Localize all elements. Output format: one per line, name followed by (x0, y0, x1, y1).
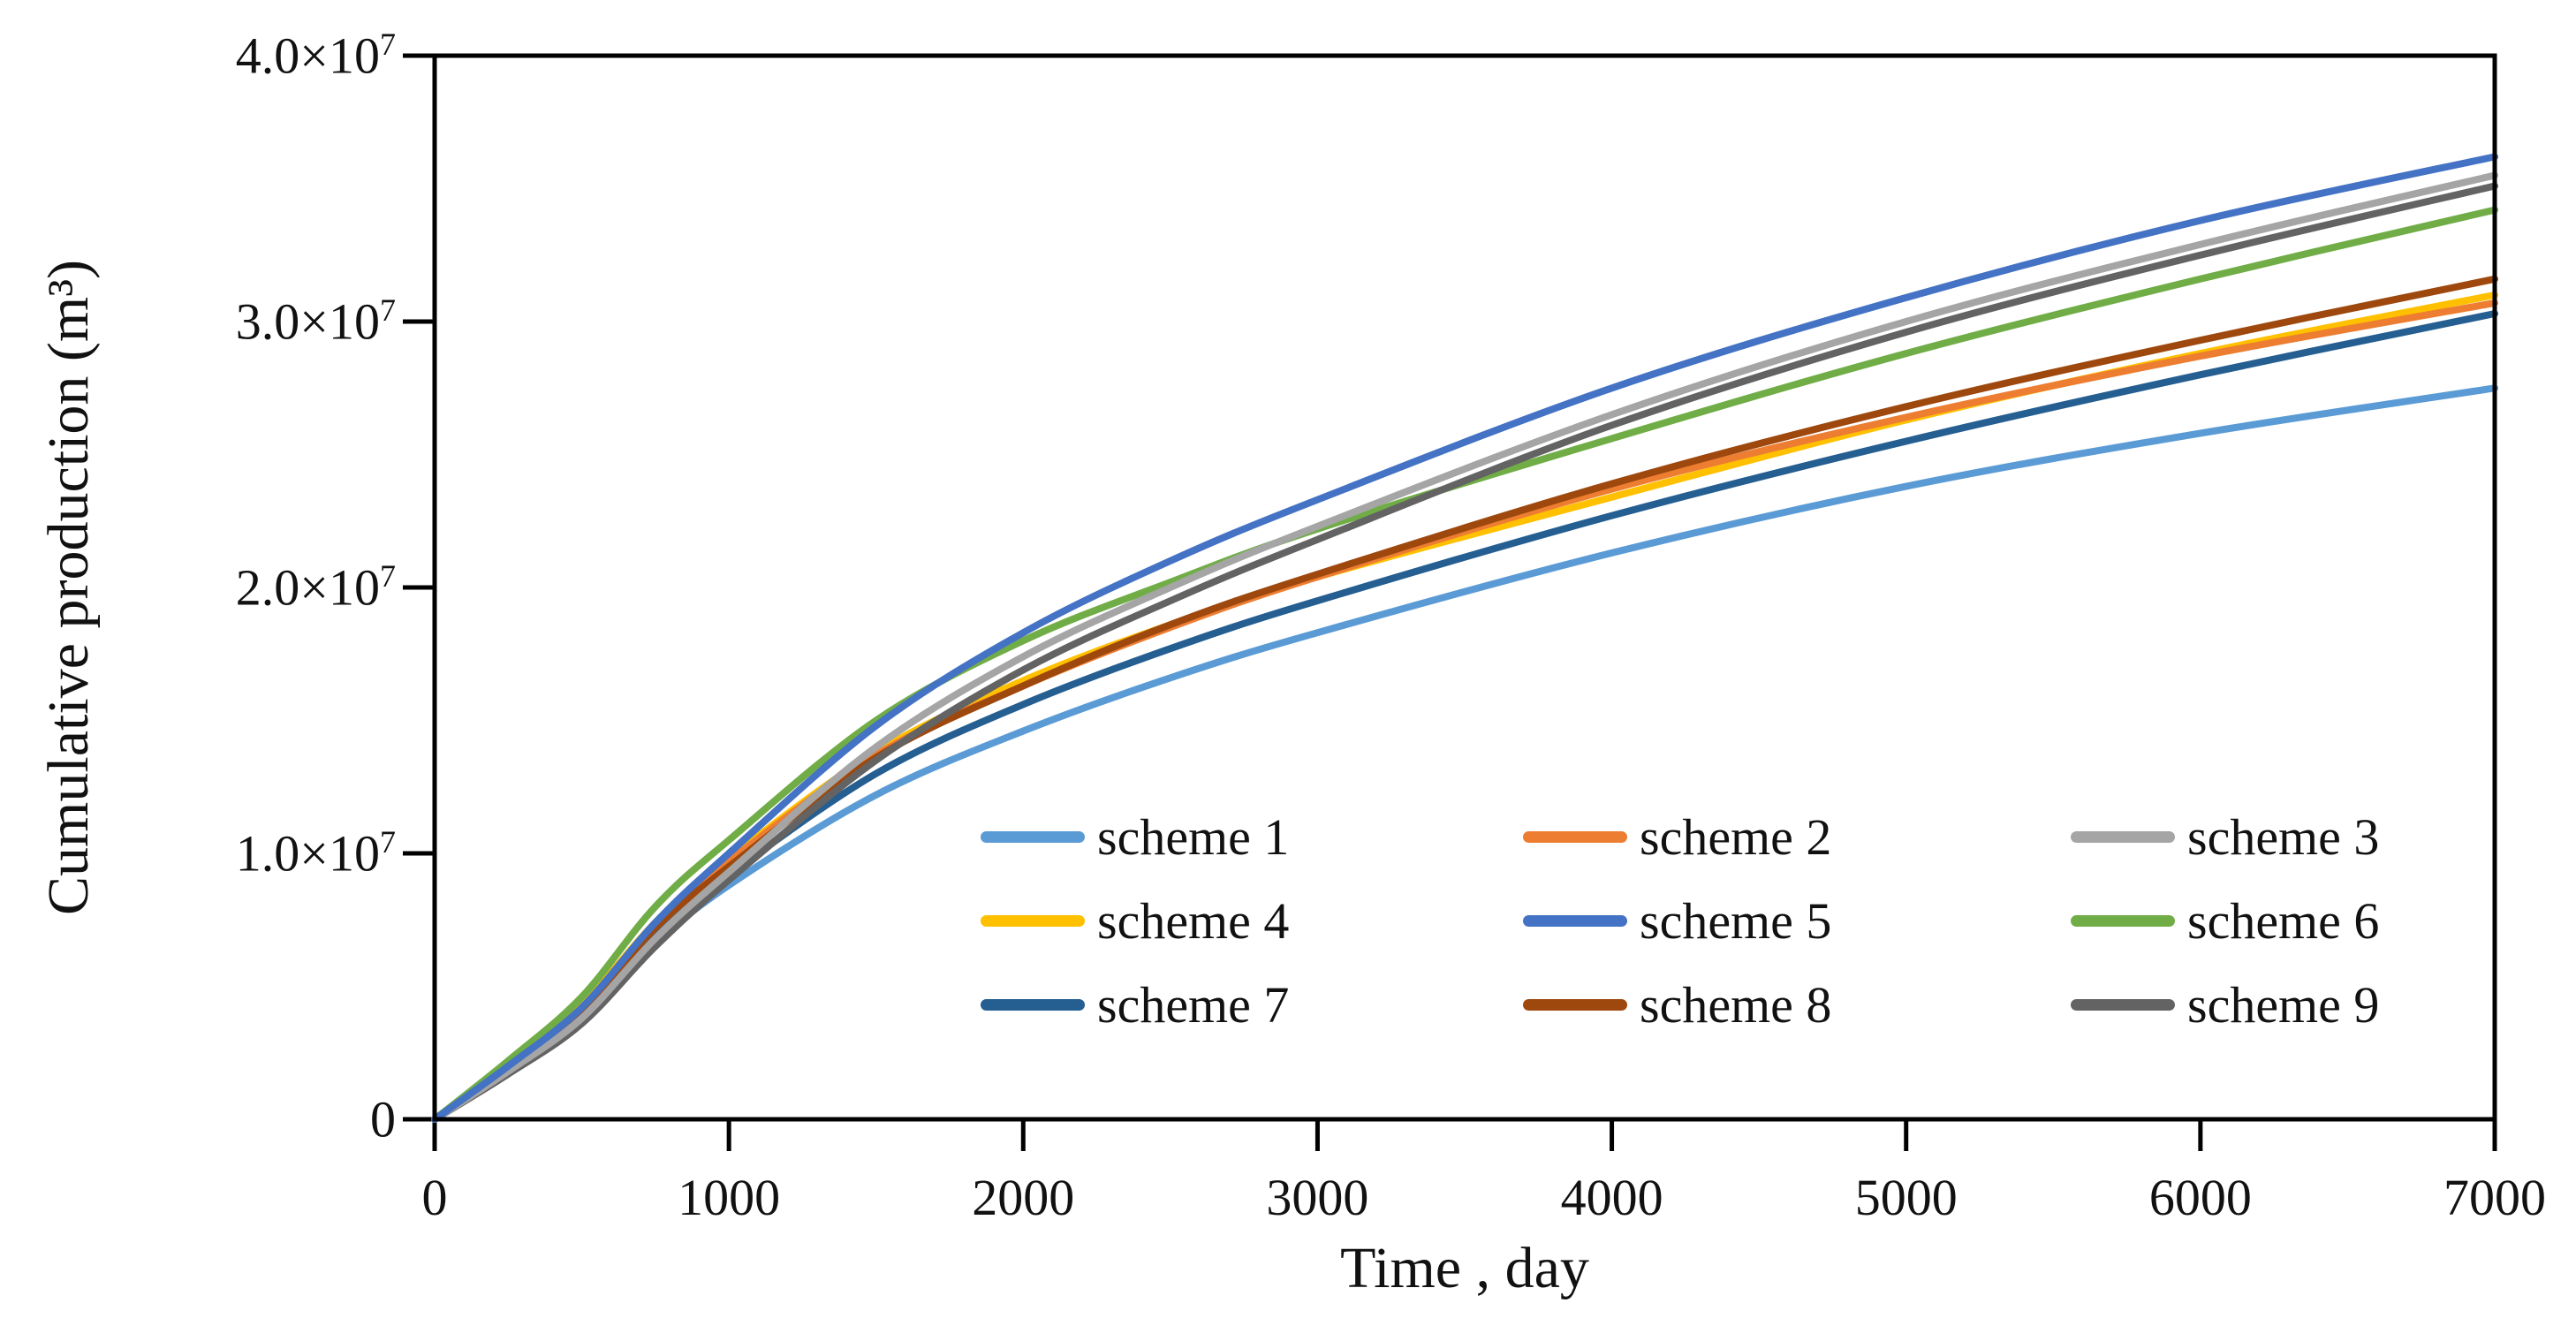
legend-label: scheme 2 (1640, 807, 1832, 866)
legend-swatch (1523, 914, 1627, 927)
legend-label: scheme 1 (1097, 807, 1290, 866)
x-tick-label: 1000 (678, 1169, 781, 1226)
x-tick-label: 5000 (1854, 1169, 1958, 1226)
legend-label: scheme 8 (1640, 975, 1832, 1034)
legend-item-scheme-5: scheme 5 (1523, 892, 1831, 950)
legend-label: scheme 3 (2187, 807, 2380, 866)
legend-label: scheme 6 (2187, 891, 2380, 950)
series-line-scheme-5 (431, 153, 2498, 1123)
y-tick-label: 2.0×107 (235, 558, 396, 617)
legend-swatch (2071, 914, 2175, 927)
legend-swatch (981, 830, 1085, 843)
y-tick-label: 1.0×107 (235, 824, 396, 883)
y-tick-label: 4.0×107 (235, 27, 396, 85)
y-axis-title: Cumulative production (m³) (36, 260, 101, 915)
x-tick-label: 2000 (972, 1169, 1075, 1226)
legend-swatch (1523, 830, 1627, 843)
legend-item-scheme-4: scheme 4 (981, 892, 1289, 950)
x-tick-label: 7000 (2443, 1169, 2546, 1226)
legend-item-scheme-1: scheme 1 (981, 808, 1289, 866)
y-tick-label: 0 (370, 1090, 396, 1148)
legend-label: scheme 7 (1097, 975, 1290, 1034)
legend-label: scheme 9 (2187, 975, 2380, 1034)
legend-item-scheme-3: scheme 3 (2071, 808, 2379, 866)
legend-swatch (2071, 998, 2175, 1011)
x-tick-label: 4000 (1560, 1169, 1663, 1226)
series-line-scheme-6 (431, 206, 2498, 1123)
x-tick-label: 3000 (1266, 1169, 1369, 1226)
legend-swatch (2071, 830, 2175, 843)
legend-item-scheme-7: scheme 7 (981, 975, 1290, 1034)
legend-swatch (981, 998, 1085, 1011)
series-line-scheme-9 (431, 182, 2498, 1123)
plot-border (432, 53, 2497, 1122)
legend-label: scheme 5 (1640, 891, 1832, 950)
legend-swatch (981, 914, 1085, 927)
legend-item-scheme-2: scheme 2 (1523, 808, 1831, 866)
legend-item-scheme-8: scheme 8 (1523, 975, 1832, 1034)
legend-swatch (1523, 998, 1627, 1011)
legend-item-scheme-9: scheme 9 (2071, 975, 2380, 1034)
legend-label: scheme 4 (1097, 891, 1290, 950)
legend-item-scheme-6: scheme 6 (2071, 892, 2379, 950)
y-tick-label: 3.0×107 (235, 292, 396, 351)
x-tick-label: 6000 (2148, 1169, 2252, 1226)
x-tick-label: 0 (421, 1169, 448, 1226)
series-line-scheme-3 (431, 171, 2498, 1123)
x-axis-title: Time , day (1340, 1236, 1589, 1300)
